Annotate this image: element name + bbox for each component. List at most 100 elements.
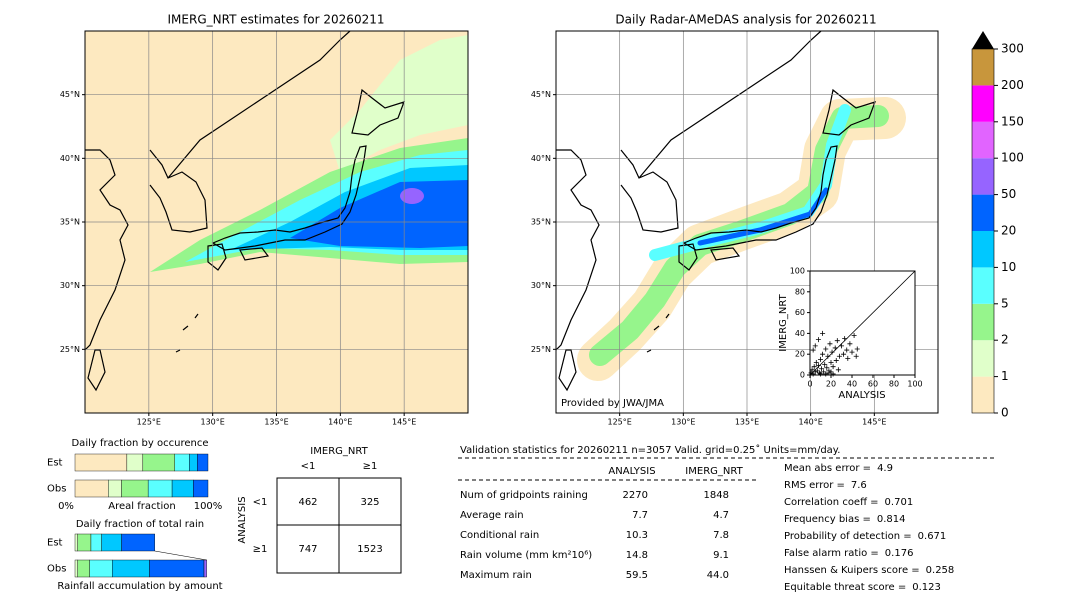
y-axis-label: IMERG_NRT [778,293,789,351]
point [841,351,847,357]
point [823,346,829,352]
bar-segment [101,533,122,552]
cell: 7.8 [713,530,729,541]
map-left [85,31,468,413]
colorbar-segment [972,340,994,377]
colorbar-label: 300 [1001,42,1024,56]
point [823,371,829,377]
row-header: ≥1 [253,544,268,555]
score-label: RMS error = [784,480,845,491]
score-value: 0.701 [885,497,914,508]
point [813,360,819,366]
cell: 7.7 [632,510,648,521]
bar-segment [197,453,209,472]
axis-label: 0% [58,501,74,512]
axis-label: Areal fraction [108,501,175,512]
y-tick-label: 35°N [531,218,551,227]
x-tick-label: 145°E [392,418,416,427]
chart-title: Daily fraction by occurence [71,438,208,449]
point [812,369,818,375]
occurrence-chart: Daily fraction by occurence 0% Areal fra… [47,438,222,512]
coastline [85,31,405,392]
row-label: Obs [47,484,66,495]
x-tick-label: 80 [889,380,899,389]
axis-label: 100% [194,501,223,512]
x-tick-label: 145°E [862,418,886,427]
map-title: IMERG_NRT estimates for 20260211 [168,13,385,27]
credit: Provided by JWA/JMA [561,398,664,409]
score-value: 0.176 [885,548,914,559]
col-header: ≥1 [363,461,378,472]
point [845,355,851,361]
bar-segment [203,559,207,578]
point [828,360,834,366]
chart-title: Daily fraction of total rain [76,519,204,530]
row-header: <1 [253,497,268,508]
cell: 44.0 [707,570,729,581]
point [820,330,826,336]
coast-mainland [85,31,351,392]
coast-japan [175,88,405,353]
cell: 1848 [704,490,729,501]
row-axis-label: ANALYSIS [237,496,248,543]
coast-japan [646,88,876,353]
cell: 2270 [623,490,648,501]
point [830,364,836,370]
point [825,353,831,359]
bar-segment [74,479,109,498]
row-label: Est [47,538,63,549]
point [816,370,822,376]
row-label: Average rain [460,510,524,521]
point [809,367,815,373]
y-tick-label: 40°N [531,154,551,163]
score-label: Frequency bias = [784,514,871,525]
point [829,349,835,355]
table-title: IMERG_NRT [310,446,368,457]
y-tick-label: 45°N [60,90,80,99]
point [826,370,832,376]
colorbar-segment [972,303,994,341]
bar-segment [74,559,78,578]
colorbar-label: 200 [1001,78,1024,92]
score-label: False alarm ratio = [784,548,879,559]
cell: 4.7 [713,510,729,521]
cell: 747 [298,544,317,555]
colorbar-label: 2 [1001,333,1009,347]
point [832,345,838,351]
point [824,365,830,371]
colorbar-label: 5 [1001,296,1009,310]
y-tick-label: 25°N [60,345,80,354]
bar-segment [77,559,90,578]
score-label: Mean abs error = [784,463,871,474]
point [818,356,823,362]
bar-segment [89,559,113,578]
bar-segment [142,453,175,472]
x-tick-label: 60 [868,380,878,389]
colorbar-label: 50 [1001,187,1016,201]
cell: 9.1 [713,550,729,561]
point [834,338,840,344]
bar-segment [112,559,150,578]
x-tick-label: 100 [907,380,922,389]
point [815,363,821,369]
validation-title: Validation statistics for 20260211 n=305… [460,444,840,456]
point [833,357,839,363]
connector [154,550,207,561]
bar-segment [74,533,78,552]
validation: Validation statistics for 20260211 n=305… [458,444,997,593]
colorbar-segment [972,158,994,195]
point [808,370,814,376]
x-tick-label: 125°E [137,418,161,427]
score-value: 0.814 [877,514,906,525]
score-value: 0.671 [918,531,947,542]
map-title: Daily Radar-AMeDAS analysis for 20260211 [615,13,876,27]
point [847,341,853,347]
point [811,364,817,370]
point [828,369,834,375]
point [854,346,860,352]
x-tick-label: 135°E [735,418,759,427]
colorbar-segment [972,376,994,413]
y-tick-label: 45°N [531,90,551,99]
x-tick-label: 0 [807,380,812,389]
